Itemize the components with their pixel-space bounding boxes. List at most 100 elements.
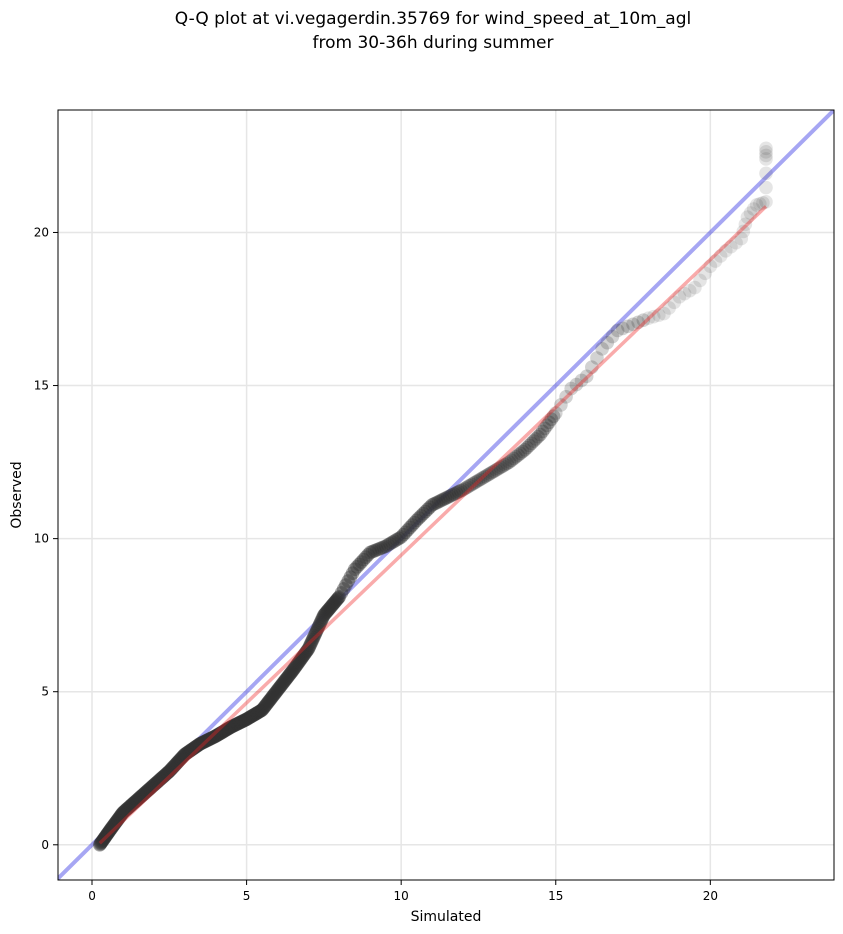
- quantile-point-33: [114, 808, 128, 823]
- quantile-point-72: [147, 778, 161, 792]
- quantile-point-354: [478, 469, 492, 484]
- quantile-point-21: [105, 819, 120, 834]
- quantile-point-389: [564, 381, 579, 396]
- quantile-point-28: [110, 813, 125, 827]
- quantile-point-327: [418, 504, 433, 519]
- grid-lines: [58, 110, 834, 880]
- quantile-point-405: [646, 309, 661, 324]
- quantile-point-200: [256, 701, 271, 715]
- quantile-point-90: [162, 764, 177, 779]
- quantile-point-197: [254, 703, 268, 718]
- quantile-point-262: [310, 623, 324, 637]
- quantile-point-17: [103, 823, 117, 838]
- quantile-point-276: [322, 602, 336, 616]
- quantile-point-414: [693, 273, 707, 288]
- quantile-point-299: [356, 552, 371, 567]
- quantile-point-159: [221, 721, 236, 736]
- quantile-point-196: [253, 704, 268, 718]
- quantile-point-268: [315, 612, 329, 626]
- quantile-point-338: [442, 489, 457, 504]
- x-tick-label-1: 5: [243, 889, 251, 903]
- quantile-point-36: [116, 805, 130, 820]
- quantile-point-291: [339, 578, 353, 592]
- quantile-point-64: [140, 784, 154, 799]
- quantile-point-144: [208, 729, 223, 743]
- quantile-point-94: [165, 760, 180, 775]
- quantile-point-245: [295, 650, 310, 664]
- quantile-point-298: [354, 555, 369, 569]
- quantile-point-66: [141, 782, 156, 797]
- quantile-point-316: [394, 530, 408, 544]
- quantile-point-255: [304, 636, 318, 651]
- quantile-point-169: [230, 717, 244, 731]
- quantile-point-172: [232, 715, 247, 730]
- quantile-point-96: [167, 758, 182, 773]
- quantile-point-253: [302, 640, 317, 654]
- quantile-point-424: [738, 217, 753, 232]
- quantile-point-204: [260, 696, 275, 711]
- quantile-point-104: [174, 751, 189, 766]
- quantile-point-157: [220, 722, 234, 737]
- quantile-point-166: [227, 718, 242, 733]
- quantile-point-319: [400, 523, 415, 537]
- quantile-point-141: [206, 730, 220, 745]
- quantile-point-218: [272, 681, 287, 695]
- quantile-point-126: [193, 736, 208, 751]
- quantile-point-219: [273, 680, 287, 694]
- quantile-point-106: [176, 749, 190, 764]
- quantile-point-394: [590, 351, 604, 365]
- quantile-point-46: [124, 798, 139, 812]
- x-tick-label-3: 15: [548, 889, 563, 903]
- quantile-point-100: [171, 755, 185, 769]
- quantile-point-230: [282, 667, 297, 682]
- quantile-point-419: [718, 244, 733, 258]
- quantile-point-432: [759, 180, 773, 195]
- quantile-point-45: [123, 798, 138, 813]
- quantile-point-109: [178, 747, 193, 761]
- quantile-point-177: [237, 713, 251, 728]
- quantile-point-284: [329, 594, 343, 608]
- quantile-point-134: [200, 733, 214, 748]
- quantile-point-277: [323, 601, 337, 615]
- quantile-point-137: [202, 732, 217, 746]
- quantile-point-102: [172, 753, 187, 767]
- quantile-point-417: [708, 254, 723, 268]
- quantile-point-113: [182, 744, 196, 759]
- quantile-point-380: [535, 424, 550, 439]
- quantile-point-151: [214, 725, 229, 740]
- quantile-point-376: [526, 434, 541, 448]
- quantile-point-125: [192, 737, 207, 752]
- quantile-point-154: [217, 724, 232, 738]
- quantile-point-406: [652, 308, 666, 322]
- quantile-point-289: [334, 586, 349, 600]
- quantile-point-84: [157, 769, 171, 783]
- quantile-point-18: [103, 822, 118, 837]
- quantile-point-87: [159, 766, 174, 781]
- quantile-point-267: [314, 613, 329, 628]
- quantile-point-22: [106, 818, 121, 833]
- quantile-point-68: [143, 781, 158, 795]
- quantile-point-261: [309, 625, 323, 639]
- quantile-point-254: [303, 638, 317, 652]
- quantile-point-269: [316, 610, 330, 624]
- quantile-point-122: [189, 739, 204, 753]
- quantile-point-323: [409, 513, 424, 528]
- quantile-point-52: [129, 793, 144, 808]
- quantile-point-223: [276, 675, 291, 690]
- quantile-point-340: [447, 487, 461, 501]
- quantile-point-145: [209, 728, 224, 743]
- quantile-point-358: [487, 464, 501, 479]
- y-tick-label-0: 0: [41, 838, 49, 852]
- quantile-point-63: [139, 785, 153, 799]
- quantile-point-123: [190, 738, 205, 753]
- quantile-point-128: [195, 736, 209, 750]
- quantile-point-24: [107, 817, 122, 831]
- quantile-point-367: [506, 451, 521, 466]
- quantile-point-258: [306, 630, 321, 645]
- quantile-point-65: [141, 783, 155, 798]
- quantile-point-234: [286, 663, 300, 678]
- quantile-point-368: [509, 450, 523, 464]
- quantile-point-387: [554, 398, 568, 412]
- quantile-point-373: [520, 440, 534, 455]
- quantile-point-224: [277, 674, 292, 689]
